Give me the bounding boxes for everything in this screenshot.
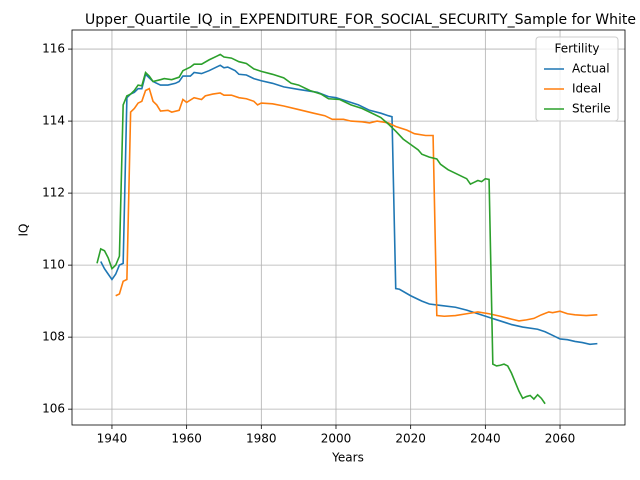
y-tick-label: 112 xyxy=(42,186,65,200)
legend-label: Sterile xyxy=(572,102,611,116)
legend-title: Fertility xyxy=(554,42,599,56)
series-line xyxy=(115,87,598,322)
x-tick-label: 2060 xyxy=(545,432,576,446)
legend-label: Ideal xyxy=(572,82,601,96)
x-tick-label: 1960 xyxy=(171,432,202,446)
series-line xyxy=(96,53,546,405)
x-tick-label: 2000 xyxy=(321,432,352,446)
x-axis-label: Years xyxy=(331,451,364,465)
y-tick-label: 110 xyxy=(42,258,65,272)
y-axis-label: IQ xyxy=(17,224,31,237)
y-tick-label: 116 xyxy=(42,42,65,56)
y-tick-label: 106 xyxy=(42,402,65,416)
y-tick-label: 114 xyxy=(42,114,65,128)
legend-box xyxy=(535,36,619,122)
y-tick-label: 108 xyxy=(42,330,65,344)
x-tick-label: 2020 xyxy=(395,432,426,446)
x-tick-label: 2040 xyxy=(470,432,501,446)
x-tick-label: 1940 xyxy=(97,432,128,446)
x-tick-label: 1980 xyxy=(246,432,277,446)
legend-label: Actual xyxy=(572,62,610,76)
axes-frame xyxy=(71,29,626,426)
chart-title: Upper_Quartile_IQ_in_EXPENDITURE_FOR_SOC… xyxy=(85,12,636,28)
